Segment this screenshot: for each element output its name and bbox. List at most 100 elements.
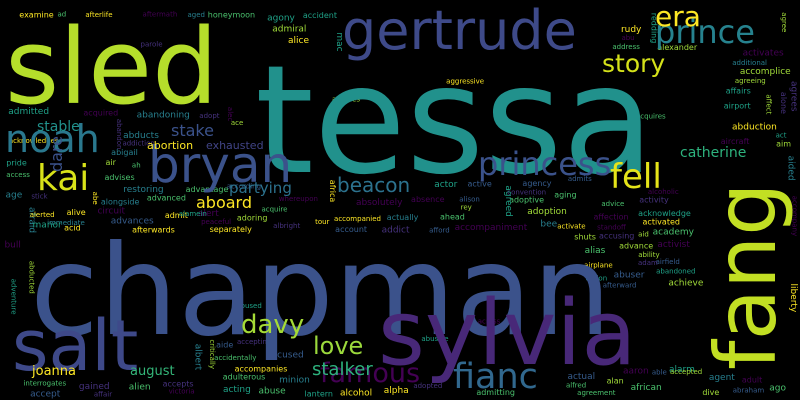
word-actually: actually — [387, 213, 419, 222]
word-afford: afford — [429, 226, 450, 234]
word-age: age — [6, 190, 23, 200]
word-admits: admits — [568, 175, 592, 183]
word-aboard: aboard — [196, 193, 252, 212]
word-activate: activate — [557, 222, 585, 230]
word-aaron: aaron — [623, 366, 649, 376]
word-actual: actual — [567, 372, 595, 382]
word-alongside: alongside — [101, 197, 140, 206]
word-princess: princess — [478, 145, 611, 183]
word-alamein: alamein — [179, 210, 207, 218]
word-agreed: agreed — [503, 185, 513, 217]
word-ahead: ahead — [440, 212, 465, 221]
word-agree: agree — [780, 12, 788, 32]
word-activates: activates — [743, 49, 784, 59]
word-aided: aided — [785, 156, 795, 181]
word-adopted: adopted — [413, 382, 442, 390]
word-action: action — [586, 274, 608, 282]
word-ah: ah — [132, 161, 141, 169]
word-adulterous: adulterous — [223, 372, 266, 381]
word-afterwards: afterwards — [132, 225, 175, 234]
word-absolutely: absolutely — [356, 198, 403, 208]
word-ability: ability — [638, 251, 659, 259]
word-whereupon: whereupon — [279, 195, 318, 203]
word-albert: albert — [192, 344, 202, 371]
word-aide: aide — [216, 340, 233, 349]
word-alexander: alexander — [657, 43, 698, 52]
word-actor: actor — [434, 180, 457, 190]
word-abused: abused — [236, 302, 262, 310]
word-fell: fell — [610, 157, 662, 197]
word-accident: accident — [303, 11, 337, 20]
word-bryan: bryan — [148, 136, 292, 194]
word-adoption: adoption — [527, 207, 567, 217]
word-bee: bee — [540, 219, 557, 229]
word-minion: minion — [279, 375, 310, 385]
word-dare: dare — [47, 136, 66, 172]
word-parole: parole — [141, 40, 163, 48]
word-across: across — [478, 318, 501, 326]
word-adopt: adopt — [199, 112, 219, 120]
word-accidentally: accidentally — [214, 354, 256, 362]
word-abducts: abducts — [123, 131, 159, 141]
word-adoptive: adoptive — [509, 195, 544, 204]
word-aging: aging — [554, 191, 576, 200]
word-honeymoon: honeymoon — [208, 11, 255, 20]
word-acknowledge: acknowledge — [638, 209, 691, 218]
word-alias: alias — [585, 246, 606, 256]
word-tessa: tessa — [255, 34, 654, 208]
word-address: address — [612, 43, 640, 51]
word-advantage: advantage — [186, 185, 229, 194]
word-convention: convention — [507, 188, 546, 196]
word-alcoholic: alcoholic — [648, 188, 679, 196]
word-fang: fang — [697, 182, 795, 370]
word-stick: stick — [31, 192, 48, 200]
word-beacon: beacon — [337, 173, 410, 197]
word-adventure: adventure — [10, 279, 18, 315]
word-airport: airport — [724, 101, 751, 110]
word-absence: absence — [411, 195, 445, 204]
word-aid: aid — [638, 231, 649, 239]
word-admitted: admitted — [8, 107, 49, 117]
word-stake: stake — [171, 121, 214, 140]
word-aggressive: aggressive — [446, 78, 484, 86]
word-stalker: stalker — [312, 359, 373, 380]
word-alone: alone — [779, 92, 788, 114]
word-separately: separately — [210, 225, 253, 234]
word-abu: abu — [621, 34, 634, 42]
word-bull: bull — [4, 241, 20, 251]
word-abandoned: abandoned — [656, 268, 695, 276]
word-active: active — [467, 180, 491, 189]
word-acquires: acquires — [636, 113, 666, 121]
word-acquire: acquire — [261, 206, 287, 214]
word-abuse: abuse — [258, 386, 286, 396]
word-alec: alec — [226, 107, 234, 122]
word-alice: alice — [288, 36, 309, 46]
word-joanna: joanna — [31, 364, 76, 379]
word-admiral: admiral — [272, 24, 306, 34]
word-airfield: airfield — [656, 258, 680, 266]
word-adult: adult — [742, 375, 762, 384]
word-alive: alive — [67, 208, 86, 217]
word-airplane: airplane — [584, 262, 613, 270]
word-addiction: addiction — [122, 139, 154, 147]
word-stable: stable — [37, 119, 80, 135]
word-admit: admit — [165, 211, 188, 220]
word-african: african — [631, 383, 662, 393]
word-accepting: accepting — [237, 338, 271, 346]
word-chapman: chapman — [30, 219, 611, 364]
word-salt: salt — [12, 305, 138, 387]
word-rey: rey — [461, 203, 472, 211]
word-agony: agony — [267, 14, 295, 24]
word-adoring: adoring — [237, 213, 268, 222]
word-accusing: accusing — [599, 231, 634, 240]
word-activity: activity — [639, 195, 669, 204]
word-restoring: restoring — [123, 185, 163, 195]
word-ace: ace — [231, 119, 243, 127]
word-manor: manor — [33, 220, 62, 230]
word-abandoning: abandoning — [137, 110, 190, 120]
word-agency: agency — [522, 179, 551, 188]
word-alcohol: alcohol — [340, 388, 372, 398]
word-affect: affect — [765, 94, 773, 114]
word-standoff: standoff — [597, 224, 626, 232]
word-accompanies: accompanies — [235, 364, 288, 373]
